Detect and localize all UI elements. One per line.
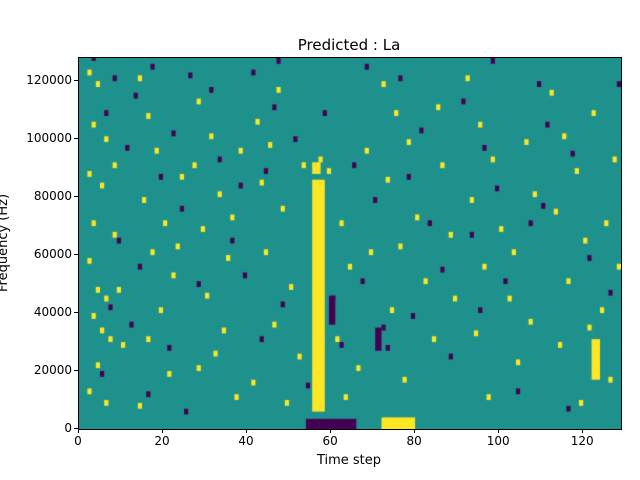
y-tick-mark (74, 254, 78, 256)
x-tick-label: 100 (486, 434, 510, 448)
y-tick-mark (74, 428, 78, 429)
x-tick-label: 60 (322, 434, 338, 448)
y-tick-label: 40000 (33, 305, 72, 320)
x-tick-mark (162, 429, 164, 433)
x-tick-mark (498, 429, 500, 433)
x-tick-label: 120 (570, 434, 594, 448)
y-tick-label: 60000 (33, 247, 72, 262)
x-tick-mark (78, 429, 79, 433)
y-tick-label: 80000 (33, 189, 72, 204)
x-tick-label: 20 (154, 434, 170, 448)
x-tick-label: 40 (238, 434, 254, 448)
x-tick-mark (582, 429, 584, 433)
x-tick-mark (414, 429, 416, 433)
y-axis-label: Frequency (Hz) (0, 193, 11, 292)
x-tick-mark (246, 429, 248, 433)
y-tick-mark (74, 312, 78, 314)
y-tick-label: 100000 (26, 131, 72, 146)
plot-area (78, 57, 622, 430)
chart-title: Predicted : La (297, 36, 401, 54)
x-tick-label: 80 (406, 434, 422, 448)
x-tick-label: 0 (74, 434, 82, 448)
x-axis-label: Time step (316, 453, 382, 468)
y-tick-mark (74, 196, 78, 198)
x-tick-mark (330, 429, 332, 433)
y-tick-label: 120000 (26, 73, 72, 88)
y-tick-mark (74, 370, 78, 372)
heatmap-canvas (79, 58, 621, 429)
y-tick-label: 20000 (33, 363, 72, 378)
y-tick-mark (74, 138, 78, 140)
y-tick-mark (74, 80, 78, 82)
y-tick-label: 0 (64, 421, 72, 435)
